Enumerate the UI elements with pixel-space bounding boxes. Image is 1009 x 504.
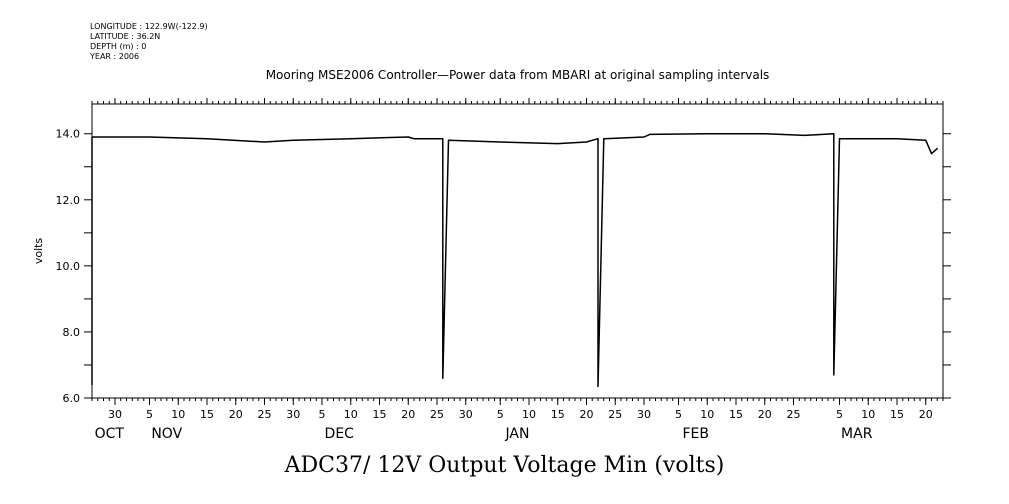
x-day-label: 20 [758, 408, 772, 421]
meta-latitude: LATITUDE : 36.2N [90, 32, 161, 41]
x-day-label: 5 [836, 408, 843, 421]
data-point [838, 138, 841, 140]
x-month-label: DEC [325, 426, 355, 442]
data-point [557, 143, 559, 145]
data-point [91, 384, 93, 386]
x-day-label: 10 [700, 408, 714, 421]
variable-title: ADC37/ 12V Output Voltage Min (volts) [284, 453, 725, 478]
data-point [499, 141, 501, 143]
data-point [643, 136, 645, 138]
data-point [91, 136, 93, 138]
data-point [442, 138, 444, 140]
x-day-label: 25 [258, 408, 272, 421]
y-tick-label: 8.0 [63, 326, 81, 339]
data-point [263, 141, 266, 143]
x-day-label: 30 [637, 408, 651, 421]
data-point [833, 133, 835, 135]
plot-frame [91, 103, 944, 399]
data-point [603, 138, 605, 140]
x-day-label: 30 [108, 408, 122, 421]
meta-longitude: LONGITUDE : 122.9W(-122.9) [90, 22, 208, 31]
x-day-label: 5 [497, 408, 504, 421]
data-point [350, 138, 352, 140]
x-month-label: NOV [151, 426, 182, 442]
data-point [292, 139, 294, 141]
y-axis-label: volts [32, 238, 45, 265]
x-day-label: 20 [580, 408, 594, 421]
data-series [91, 132, 938, 388]
series-line [91, 132, 938, 388]
data-point [597, 138, 599, 140]
x-day-label: 25 [430, 408, 444, 421]
x-day-label: 10 [171, 408, 185, 421]
data-point [585, 141, 588, 143]
data-point [413, 138, 415, 140]
x-day-label: 15 [551, 408, 565, 421]
x-day-label: 10 [344, 408, 358, 421]
y-tick-label: 12.0 [56, 194, 81, 207]
data-point [649, 133, 651, 135]
data-point [936, 148, 938, 150]
x-day-label: 30 [286, 408, 300, 421]
data-point [148, 136, 151, 138]
x-month-label: MAR [841, 426, 873, 442]
chart-title: Mooring MSE2006 Controller—Power data fr… [265, 68, 770, 82]
x-day-label: 5 [675, 408, 682, 421]
x-day-label: 15 [373, 408, 387, 421]
x-month-label: OCT [95, 426, 125, 442]
data-point [442, 377, 444, 379]
data-point [764, 133, 766, 135]
x-day-label: 25 [608, 408, 622, 421]
x-month-label: FEB [682, 426, 709, 442]
y-tick-label: 10.0 [56, 260, 81, 273]
x-day-label: 10 [861, 408, 875, 421]
meta-depth: DEPTH (m) : 0 [90, 42, 147, 51]
x-month-label: JAN [505, 426, 530, 442]
y-tick-label: 14.0 [56, 128, 81, 141]
data-point [833, 374, 835, 376]
data-point [407, 136, 409, 138]
x-day-label: 5 [146, 408, 153, 421]
data-point [706, 133, 708, 135]
axis-ticks [84, 98, 951, 405]
x-day-label: 20 [401, 408, 415, 421]
data-point [447, 139, 450, 141]
data-point [930, 153, 933, 155]
x-day-label: 5 [319, 408, 326, 421]
meta-year: YEAR : 2006 [90, 52, 140, 61]
x-day-label: 30 [459, 408, 473, 421]
location-metadata: LONGITUDE : 122.9W(-122.9) LATITUDE : 36… [90, 22, 208, 62]
x-day-label: 20 [229, 408, 243, 421]
x-day-label: 15 [200, 408, 214, 421]
data-point [896, 138, 898, 140]
x-day-label: 10 [522, 408, 536, 421]
data-point [206, 138, 208, 140]
x-day-label: 15 [890, 408, 904, 421]
y-tick-label: 6.0 [63, 392, 81, 405]
data-point [597, 385, 599, 387]
x-day-label: 20 [919, 408, 933, 421]
data-point [925, 139, 927, 141]
data-point [804, 134, 806, 136]
x-day-label: 15 [729, 408, 743, 421]
axis-tick-labels: 6.0 8.0 10.0 12.0 14.0 30 5 10 15 20 25 30 5 10 15 20 25… [56, 128, 933, 442]
x-day-label: 25 [787, 408, 801, 421]
